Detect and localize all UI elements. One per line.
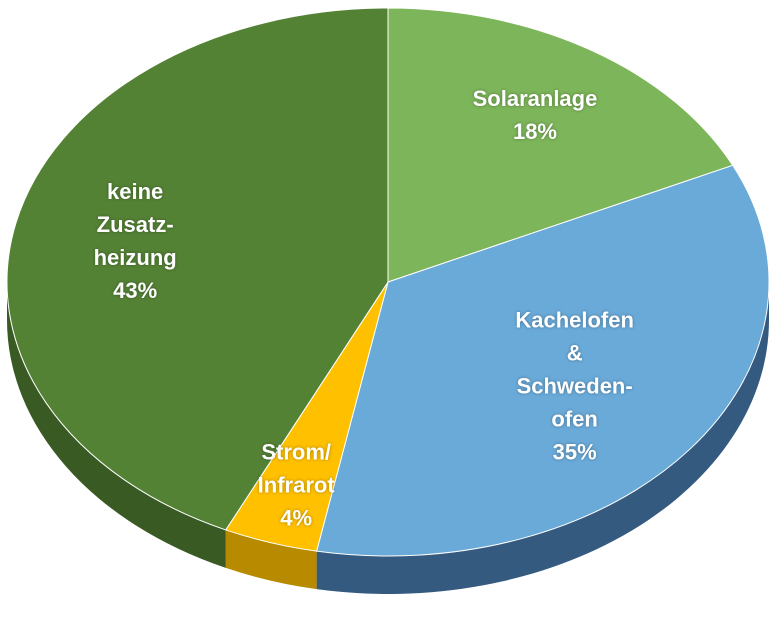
slice-side	[225, 529, 317, 590]
slice	[387, 7, 734, 283]
slice-side	[7, 282, 226, 568]
category-label: Solaranlage	[472, 86, 598, 112]
value-label: 35%	[552, 439, 597, 465]
slice-label: keine Zusatz- heizung 43%	[94, 175, 177, 307]
slice-side	[316, 282, 769, 594]
value-label: 43%	[113, 278, 158, 304]
category-label: keine Zusatz- heizung	[93, 179, 177, 271]
value-label: 4%	[280, 505, 313, 531]
slice	[315, 164, 770, 557]
slice-label: Solaranlage 18%	[473, 82, 598, 148]
slice-label: Strom/ Infrarot 4%	[258, 436, 335, 535]
category-label: Strom/ Infrarot	[257, 439, 335, 498]
value-label: 18%	[512, 119, 557, 145]
slice	[6, 7, 389, 531]
category-label: Kachelofen & Schweden- ofen	[515, 307, 634, 432]
slice-label: Kachelofen & Schweden- ofen 35%	[515, 304, 634, 469]
